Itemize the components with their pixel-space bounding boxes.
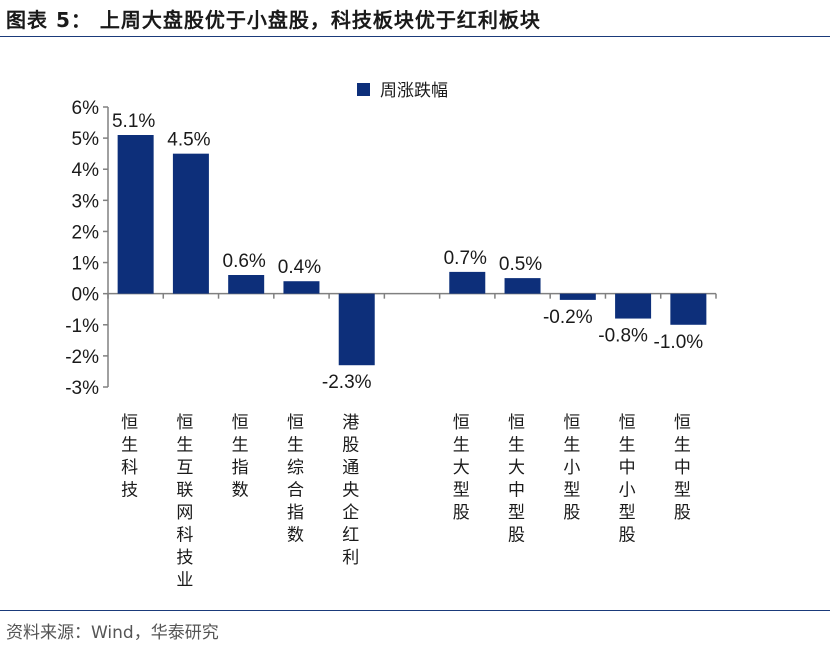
data-label: 4.5% <box>167 130 210 151</box>
data-label: -2.3% <box>322 372 372 393</box>
data-label: 0.6% <box>223 251 266 272</box>
y-tick-label: -2% <box>65 347 99 368</box>
category-label: 恒生小型股 <box>563 413 580 523</box>
y-tick-label: 3% <box>72 191 100 212</box>
category-label: 恒生互联网科技业 <box>176 413 193 591</box>
data-label: -0.8% <box>598 326 648 347</box>
bar <box>504 278 541 294</box>
bar <box>228 275 265 294</box>
bar <box>338 293 375 366</box>
y-tick-label: -1% <box>65 316 99 337</box>
data-label: 0.4% <box>278 257 321 278</box>
y-tick-label: 1% <box>72 254 100 275</box>
data-label: 0.5% <box>499 254 542 275</box>
bar <box>117 135 154 294</box>
y-tick-label: 2% <box>72 222 100 243</box>
y-tick-label: 0% <box>72 285 100 306</box>
data-label: 0.7% <box>444 248 487 269</box>
data-label: -1.0% <box>654 332 704 353</box>
legend-label: 周涨跌幅 <box>380 81 448 101</box>
bar <box>559 293 596 300</box>
category-label: 恒生中型股 <box>674 413 691 523</box>
y-tick-label: 6% <box>72 98 100 119</box>
category-label: 恒生大中型股 <box>508 413 525 546</box>
data-label: -0.2% <box>543 307 593 328</box>
y-tick-label: 5% <box>72 129 100 150</box>
bar <box>283 281 320 294</box>
bar <box>172 153 209 294</box>
title-divider <box>0 36 830 37</box>
figure-title: 图表 5： 上周大盘股优于小盘股，科技板块优于红利板块 <box>6 8 541 32</box>
y-tick-label: 4% <box>72 160 100 181</box>
bar <box>670 293 707 325</box>
legend-swatch <box>357 83 370 96</box>
category-label: 恒生科技 <box>121 413 138 501</box>
category-label: 恒生中小型股 <box>619 413 636 546</box>
bar <box>615 293 652 319</box>
y-tick-label: -3% <box>65 378 99 399</box>
bar <box>449 271 486 294</box>
category-label: 恒生综合指数 <box>287 413 304 546</box>
category-label: 港股通央企红利 <box>342 413 359 568</box>
data-label: 5.1% <box>112 111 155 132</box>
source-note: 资料来源：Wind，华泰研究 <box>6 623 219 643</box>
bar-chart: 6% 5% 4% 3% 2% 1% 0% -1% -2% -3% 5.1% 恒生科技 4.5% 恒生互联网… <box>65 81 717 591</box>
source-divider <box>0 610 830 611</box>
category-label: 恒生大型股 <box>453 413 470 523</box>
category-label: 恒生指数 <box>232 413 249 501</box>
